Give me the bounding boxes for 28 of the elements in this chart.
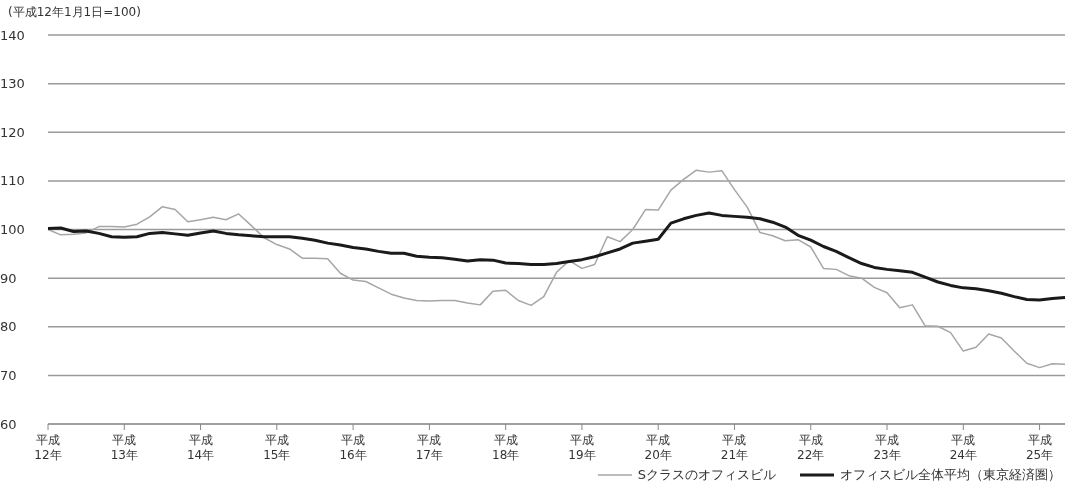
text: (平成12年1月1日=100) [8,4,141,21]
legend-label: オフィスビル全体平均（東京経済圏） [840,466,1061,484]
x-tick-label: 平成 22年 [797,433,825,462]
y-tick-label: 110 [0,173,25,189]
x-tick-label: 平成 18年 [492,433,520,462]
y-tick-label: 100 [0,222,25,238]
y-tick-label: 80 [0,319,17,335]
x-tick-label: 平成 17年 [415,433,444,462]
x-tick-label: 平成 12年 [34,433,62,462]
x-tick-label: 平成 23年 [873,433,901,462]
y-tick-label: 70 [0,367,17,383]
y-tick-label: 120 [0,124,25,140]
y-tick-label: 140 [0,27,25,43]
x-tick-label: 平成 21年 [720,433,749,462]
x-tick-label: 平成 24年 [949,433,977,462]
x-tick-label: 平成 20年 [644,433,672,462]
x-tick-label: 平成 14年 [186,433,215,462]
legend-label: Sクラスのオフィスビル [637,466,776,484]
y-tick-label: 60 [0,416,17,432]
x-tick-label: 平成 25年 [1025,433,1054,462]
x-tick-label: 平成 13年 [110,433,138,462]
x-tick-label: 平成 19年 [568,433,596,462]
x-tick-label: 平成 15年 [263,433,291,462]
x-tick-label: 平成 16年 [339,433,367,462]
y-tick-label: 90 [0,270,17,286]
y-tick-label: 130 [0,76,25,92]
line-series [46,211,1067,302]
line-series [47,169,1066,369]
